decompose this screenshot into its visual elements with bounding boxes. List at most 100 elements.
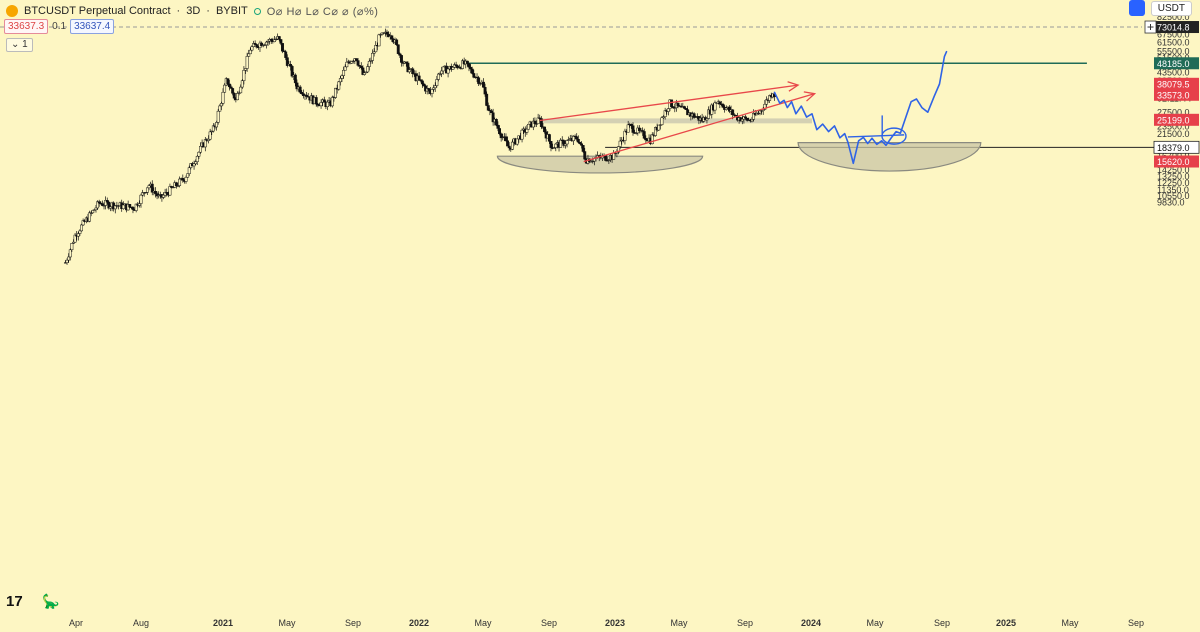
candle-body <box>472 73 476 78</box>
candle-body <box>520 129 524 140</box>
price-tag[interactable]: 38079.5 <box>1157 79 1190 89</box>
x-axis-tick-label: May <box>1061 618 1079 628</box>
candle-body <box>507 145 511 149</box>
candle-body <box>174 182 178 186</box>
candle-body <box>575 136 579 140</box>
currency-select[interactable]: USDT <box>1150 0 1192 16</box>
candle-body <box>137 203 141 206</box>
top-right-controls: USDT <box>1128 0 1192 16</box>
candle-body <box>721 104 725 108</box>
candle-body <box>485 93 489 106</box>
candle-body <box>184 177 188 182</box>
trend-line[interactable] <box>539 84 799 122</box>
separator: · <box>206 5 210 17</box>
candle-body <box>372 51 376 54</box>
candle-body <box>195 156 199 162</box>
candle-body <box>363 72 366 75</box>
x-axis-tick-label: Sep <box>541 618 557 628</box>
candle-body <box>269 39 273 41</box>
candle-body <box>215 122 219 128</box>
candle-body <box>163 192 167 196</box>
candle-body <box>203 139 207 148</box>
candle-body <box>591 160 595 162</box>
candle-body <box>371 52 374 61</box>
x-axis-tick-label: 2021 <box>213 618 233 628</box>
candle-body <box>660 117 664 125</box>
candle-body <box>377 34 381 47</box>
candle-body <box>157 194 161 197</box>
candle-body <box>186 173 190 178</box>
price-tag[interactable]: 25199.0 <box>1157 115 1190 125</box>
snapshot-icon[interactable] <box>1128 0 1145 16</box>
candle-body <box>76 233 80 237</box>
candle-body <box>128 204 132 208</box>
trend-line[interactable] <box>583 93 815 163</box>
candle-body <box>109 206 112 209</box>
candle-body <box>728 106 731 112</box>
candle-body <box>73 234 77 243</box>
projection-path[interactable] <box>773 50 948 165</box>
candle-body <box>477 77 481 84</box>
price-tag[interactable]: 18379.0 <box>1157 143 1190 153</box>
candle-body <box>432 87 436 90</box>
candle-body <box>662 116 665 118</box>
x-axis-tick-label: Apr <box>69 618 83 628</box>
candle-body <box>750 119 754 122</box>
collapse-indicators-button[interactable]: ⌄ 1 <box>6 38 33 52</box>
candle-body <box>673 107 677 109</box>
candle-body <box>237 92 241 94</box>
candle-body <box>192 163 196 167</box>
price-tag[interactable]: 15620.0 <box>1157 157 1190 167</box>
candle-body <box>250 46 254 51</box>
candle-body <box>68 249 72 258</box>
candle-body <box>266 41 270 43</box>
separator: · <box>176 5 181 17</box>
candle-body <box>527 123 530 130</box>
candle-body <box>670 99 674 108</box>
candle-body <box>486 105 490 111</box>
price-tag[interactable]: 48185.0 <box>1157 59 1190 69</box>
candle-body <box>461 60 465 69</box>
candle-body <box>533 120 537 124</box>
candle-body <box>578 141 582 144</box>
chevron-down-icon: ⌄ <box>11 39 20 50</box>
candle-body <box>207 138 210 141</box>
interval-label[interactable]: 3D <box>186 5 201 17</box>
price-tag[interactable]: 33573.0 <box>1157 90 1190 100</box>
candle-body <box>78 230 82 234</box>
rounding-bottom-shape[interactable] <box>797 142 982 172</box>
candle-body <box>515 138 519 145</box>
candle-body <box>216 110 220 123</box>
candle-body <box>718 101 722 105</box>
candle-body <box>642 131 646 139</box>
price-tag[interactable]: 73014.8 <box>1157 23 1190 33</box>
trend-line-arrowhead <box>787 81 800 92</box>
ohlc-values: O⌀ H⌀ L⌀ C⌀ ⌀ (⌀%) <box>266 5 379 18</box>
candle-body <box>88 212 92 222</box>
candle-body <box>263 44 267 46</box>
ask-price[interactable]: 33637.4 <box>70 19 115 34</box>
candle-body <box>290 66 294 77</box>
candle-body <box>612 152 616 160</box>
candle-body <box>618 140 622 147</box>
candle-body <box>499 133 503 139</box>
candle-body <box>91 210 95 214</box>
candle-body <box>104 200 108 206</box>
candle-body <box>583 151 587 160</box>
candle-body <box>433 85 437 89</box>
candle-body <box>490 110 493 114</box>
candle-body <box>181 178 185 181</box>
bid-price[interactable]: 33637.3 <box>4 19 49 34</box>
candle-body <box>342 69 346 76</box>
candle-body <box>239 86 243 94</box>
y-axis-tick-label: 67500.0 <box>1157 29 1190 39</box>
support-zone[interactable] <box>539 118 812 124</box>
rounding-bottom-shape[interactable] <box>496 155 704 174</box>
candle-body <box>385 31 389 35</box>
x-axis-tick-label: 2025 <box>996 618 1016 628</box>
candle-body <box>634 132 638 134</box>
y-axis-tick-label: 13250.0 <box>1157 171 1190 181</box>
candle-body <box>100 203 104 206</box>
symbol-title[interactable]: BTCUSDT Perpetual Contract <box>24 5 171 17</box>
